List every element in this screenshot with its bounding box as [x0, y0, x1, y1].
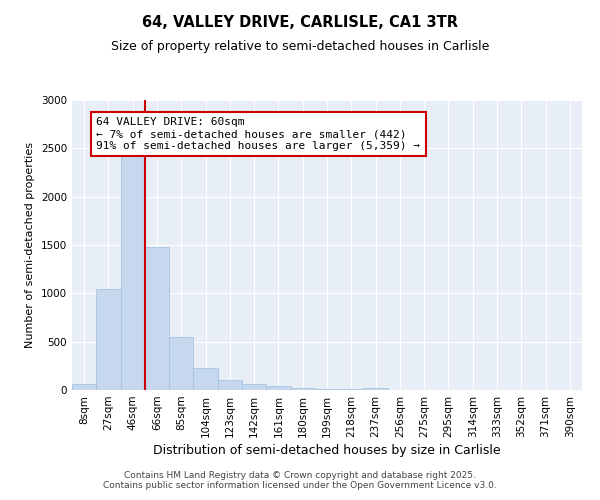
Text: Size of property relative to semi-detached houses in Carlisle: Size of property relative to semi-detach… — [111, 40, 489, 53]
Text: 64 VALLEY DRIVE: 60sqm
← 7% of semi-detached houses are smaller (442)
91% of sem: 64 VALLEY DRIVE: 60sqm ← 7% of semi-deta… — [96, 118, 420, 150]
Bar — [121, 151, 145, 390]
Bar — [193, 368, 218, 390]
Bar — [218, 380, 242, 390]
Bar — [242, 384, 266, 390]
Bar — [266, 386, 290, 390]
Text: 64, VALLEY DRIVE, CARLISLE, CA1 3TR: 64, VALLEY DRIVE, CARLISLE, CA1 3TR — [142, 15, 458, 30]
Text: Contains HM Land Registry data © Crown copyright and database right 2025.
Contai: Contains HM Land Registry data © Crown c… — [103, 470, 497, 490]
X-axis label: Distribution of semi-detached houses by size in Carlisle: Distribution of semi-detached houses by … — [153, 444, 501, 457]
Bar — [364, 388, 388, 390]
Bar — [96, 290, 121, 390]
Bar — [290, 388, 315, 390]
Bar — [339, 389, 364, 390]
Bar — [145, 247, 169, 390]
Bar — [72, 384, 96, 390]
Y-axis label: Number of semi-detached properties: Number of semi-detached properties — [25, 142, 35, 348]
Bar — [315, 388, 339, 390]
Bar — [169, 338, 193, 390]
